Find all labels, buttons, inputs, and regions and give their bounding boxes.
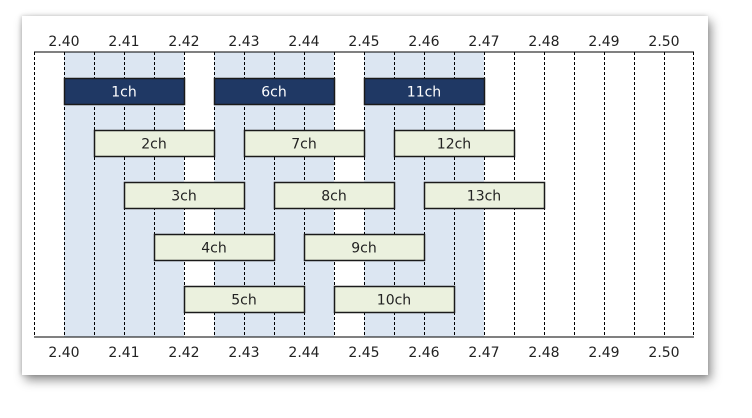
channel-box [63, 77, 186, 106]
channel-label: 11ch [407, 85, 441, 101]
channel-box [93, 129, 216, 158]
channel-label: 10ch [377, 293, 411, 309]
tick-label-top: 2.50 [648, 34, 679, 50]
channel-label: 3ch [171, 189, 196, 205]
tick-label-top: 2.48 [528, 34, 559, 50]
tick-label-top: 2.41 [108, 34, 139, 50]
channel-box [273, 181, 396, 210]
tick-label-top: 2.45 [348, 34, 379, 50]
tick-label-bottom: 2.49 [588, 345, 619, 361]
tick-label-bottom: 2.40 [48, 345, 79, 361]
channel-label: 5ch [231, 293, 256, 309]
tick-label-top: 2.44 [288, 34, 319, 50]
channel-label: 9ch [351, 241, 376, 257]
tick-label-bottom: 2.47 [468, 345, 499, 361]
channel-box [333, 285, 456, 314]
tick-label-top: 2.42 [168, 34, 199, 50]
tick-label-bottom: 2.46 [408, 345, 439, 361]
tick-label-top: 2.49 [588, 34, 619, 50]
channel-box [303, 233, 426, 262]
tick-label-top: 2.43 [228, 34, 259, 50]
channel-box [243, 129, 366, 158]
channel-box [423, 181, 546, 210]
tick-label-bottom: 2.41 [108, 345, 139, 361]
channel-label: 1ch [111, 85, 136, 101]
channel-label: 2ch [141, 137, 166, 153]
channel-label: 13ch [467, 189, 501, 205]
channel-box [363, 77, 486, 106]
channel-box [213, 77, 336, 106]
tick-label-top: 2.46 [408, 34, 439, 50]
tick-label-bottom: 2.50 [648, 345, 679, 361]
channel-label: 6ch [261, 85, 286, 101]
tick-label-top: 2.47 [468, 34, 499, 50]
channel-box [393, 129, 516, 158]
tick-label-bottom: 2.48 [528, 345, 559, 361]
tick-label-top: 2.40 [48, 34, 79, 50]
tick-label-bottom: 2.42 [168, 345, 199, 361]
channel-label: 7ch [291, 137, 316, 153]
tick-label-bottom: 2.44 [288, 345, 319, 361]
channel-box [153, 233, 276, 262]
channel-label: 12ch [437, 137, 471, 153]
channel-label: 4ch [201, 241, 226, 257]
tick-label-bottom: 2.45 [348, 345, 379, 361]
channel-box [183, 285, 306, 314]
tick-label-bottom: 2.43 [228, 345, 259, 361]
channel-label: 8ch [321, 189, 346, 205]
channel-box [123, 181, 246, 210]
